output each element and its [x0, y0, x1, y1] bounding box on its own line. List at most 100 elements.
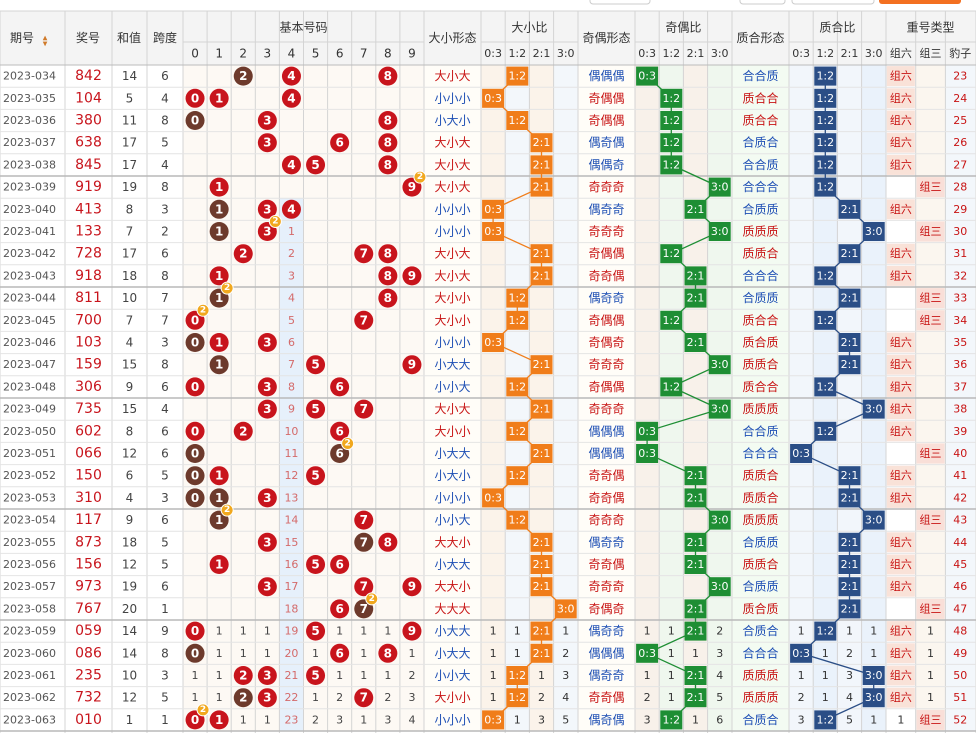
ratio-hit-box	[838, 333, 861, 352]
header-ratio-option: 0:3	[638, 47, 656, 60]
digit-ball	[257, 377, 277, 397]
row-period: 2023-038	[3, 158, 56, 171]
row-sum: 1	[126, 713, 134, 727]
digit-ball	[402, 577, 422, 597]
repeat-type-label: 组六	[890, 557, 912, 571]
row-parity-form: 奇偶奇	[588, 336, 624, 350]
row-parity-form: 偶偶奇	[588, 158, 624, 172]
digit-ball	[378, 133, 398, 153]
row-size-form: 小小小	[434, 491, 470, 505]
row-sum: 10	[122, 669, 137, 683]
row-span: 4	[161, 158, 169, 172]
row-period: 2023-039	[3, 181, 56, 194]
row-sum: 4	[126, 336, 134, 350]
row-sum: 7	[126, 313, 134, 327]
toolbar-button-partial[interactable]	[879, 0, 961, 4]
ratio-hit-box	[814, 310, 837, 330]
repeat-miss-count: 37	[953, 380, 967, 393]
row-winning-number: 919	[75, 179, 102, 195]
ratio-miss-count: 1	[514, 647, 521, 660]
ratio-hit-box	[530, 621, 553, 641]
digit-ball	[281, 66, 301, 86]
ratio-hit-box	[838, 466, 861, 486]
row-period: 2023-049	[3, 403, 56, 416]
ratio-hit-label: 2:1	[687, 691, 705, 704]
row-period: 2023-060	[3, 647, 56, 660]
repeat-type-hit	[916, 310, 945, 331]
header-ratio-option: 2:1	[687, 47, 705, 60]
row-parity-form: 奇偶奇	[588, 602, 624, 616]
row-span: 3	[161, 336, 169, 350]
ratio-hit-label: 1:2	[508, 469, 526, 482]
ratio-hit-box	[790, 444, 813, 463]
ratio-hit-box	[506, 288, 529, 308]
row-parity-form: 奇奇奇	[588, 225, 624, 239]
repeat-type-hit	[886, 576, 915, 597]
ratio-hit-label: 2:1	[841, 491, 859, 504]
ratio-hit-label: 2:1	[687, 491, 705, 504]
ratio-hit-box	[530, 532, 553, 552]
ratio-hit-box	[814, 133, 837, 153]
toolbar-button-partial[interactable]	[589, 0, 651, 5]
ratio-hit-box	[530, 244, 553, 264]
digit-ball	[209, 355, 229, 375]
ratio-hit-box	[482, 199, 505, 219]
ratio-hit-box	[838, 599, 861, 619]
repeat-type-label: 组六	[890, 357, 912, 371]
repeat-type-hit	[886, 665, 915, 686]
digit-miss-count: 1	[240, 713, 247, 726]
ratio-hit-label: 0:3	[484, 491, 502, 504]
ratio-hit-box	[660, 377, 683, 397]
header-digit: 6	[336, 47, 344, 61]
header-ratio-option: 1:2	[508, 47, 526, 60]
repeat-miss-count: 23	[953, 70, 967, 83]
ratio-hit-label: 2:1	[533, 358, 551, 371]
ratio-hit-label: 1:2	[816, 314, 834, 327]
row-parity-form: 奇奇奇	[588, 513, 624, 527]
toolbar-button-partial[interactable]	[739, 0, 786, 5]
ratio-hit-box	[684, 555, 707, 574]
row-winning-number: 728	[75, 246, 102, 262]
row-parity-form: 奇奇偶	[588, 491, 624, 505]
digit-ball-label: 8	[384, 646, 392, 660]
ratio-hit-label: 2:1	[841, 558, 859, 571]
header-span: 跨度	[153, 30, 177, 45]
row-size-form: 大小小	[434, 313, 470, 327]
ratio-miss-count: 1	[562, 625, 569, 638]
ratio-miss-count: 5	[716, 691, 723, 704]
repeat-type-label: 组三	[920, 513, 942, 527]
row-sum: 14	[122, 646, 137, 660]
header-size-ratio: 大小比	[511, 21, 547, 35]
digit-miss-count: 21	[284, 669, 298, 682]
row-prime-form: 质质质	[742, 225, 778, 239]
row-span: 6	[161, 247, 169, 261]
digit-ball	[185, 111, 205, 130]
repeat-miss-count: 28	[953, 181, 967, 194]
ratio-hit-label: 1:2	[816, 380, 834, 393]
ratio-hit-label: 2:1	[687, 536, 705, 549]
row-prime-form: 合合合	[742, 268, 778, 283]
row-prime-form: 合质质	[742, 201, 778, 216]
digit-ball	[378, 266, 398, 286]
digit-ball-label: 6	[335, 424, 343, 438]
repeat-miss-count: 1	[897, 713, 904, 726]
digit-ball	[306, 666, 326, 685]
row-size-form: 大小大	[434, 402, 470, 416]
row-winning-number: 310	[75, 490, 102, 506]
digit-miss-count: 1	[264, 713, 271, 726]
digit-ball	[185, 333, 205, 352]
double-badge	[365, 592, 379, 606]
ratio-hit-label: 2:1	[533, 269, 551, 282]
digit-ball	[185, 466, 205, 486]
repeat-type-hit	[886, 532, 915, 553]
header-repeat-option: 组六	[890, 46, 912, 60]
digit-ball	[209, 199, 229, 219]
toolbar-button-partial[interactable]	[791, 0, 875, 5]
ratio-hit-box	[636, 444, 659, 463]
digit-ball-label: 0	[191, 114, 199, 128]
ratio-hit-label: 1:2	[816, 269, 834, 282]
digit-ball-label: 7	[360, 580, 368, 594]
row-winning-number: 380	[75, 113, 102, 129]
digit-miss-count: 2	[408, 669, 415, 682]
digit-miss-count: 23	[284, 713, 298, 726]
